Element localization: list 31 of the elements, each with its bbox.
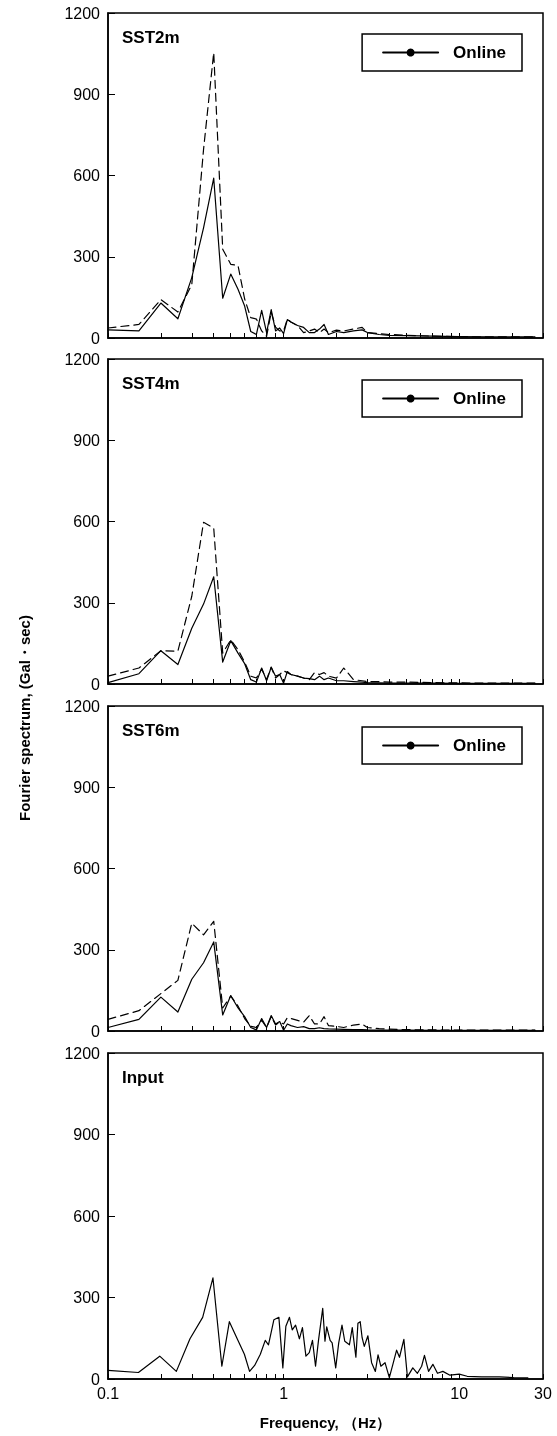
x-tick-label: 1 <box>279 1384 289 1402</box>
y-tick-label: 0 <box>91 1022 101 1040</box>
y-tick-label: 0 <box>91 675 101 693</box>
text: SST2m <box>122 28 180 47</box>
x-axis-title: Frequency, （Hz） <box>259 1414 392 1431</box>
y-tick-label: 1200 <box>64 697 101 715</box>
text: SST4m <box>122 374 180 393</box>
y-tick-label: 600 <box>73 860 101 877</box>
y-tick-label: 1200 <box>64 4 101 22</box>
text: Input <box>122 1068 164 1087</box>
y-tick-label: 300 <box>73 594 101 612</box>
y-tick-label: 300 <box>73 1289 101 1306</box>
y-tick-label: 900 <box>73 1126 101 1143</box>
y-tick-label: 300 <box>73 941 101 959</box>
y-tick-label: 600 <box>73 1207 101 1225</box>
y-tick-label: 0 <box>91 329 101 347</box>
legend-label: Online <box>453 43 507 62</box>
y-tick-label: 1200 <box>64 350 101 368</box>
y-tick-label: 1200 <box>64 1044 101 1062</box>
x-tick-label: 30 <box>534 1384 552 1402</box>
y-axis-title: Fourier spectrum, (Gal・sec) <box>15 615 34 821</box>
y-tick-label: 900 <box>73 431 101 449</box>
y-tick-label: 600 <box>73 167 101 184</box>
legend-label: Online <box>453 389 507 408</box>
y-tick-label: 900 <box>73 85 101 103</box>
text: SST6m <box>122 721 180 740</box>
legend-label: Online <box>453 736 507 755</box>
y-tick-label: 900 <box>73 778 101 796</box>
x-tick-label: 10 <box>450 1384 469 1402</box>
y-tick-label: 300 <box>73 248 101 266</box>
y-tick-label: 600 <box>73 513 101 530</box>
